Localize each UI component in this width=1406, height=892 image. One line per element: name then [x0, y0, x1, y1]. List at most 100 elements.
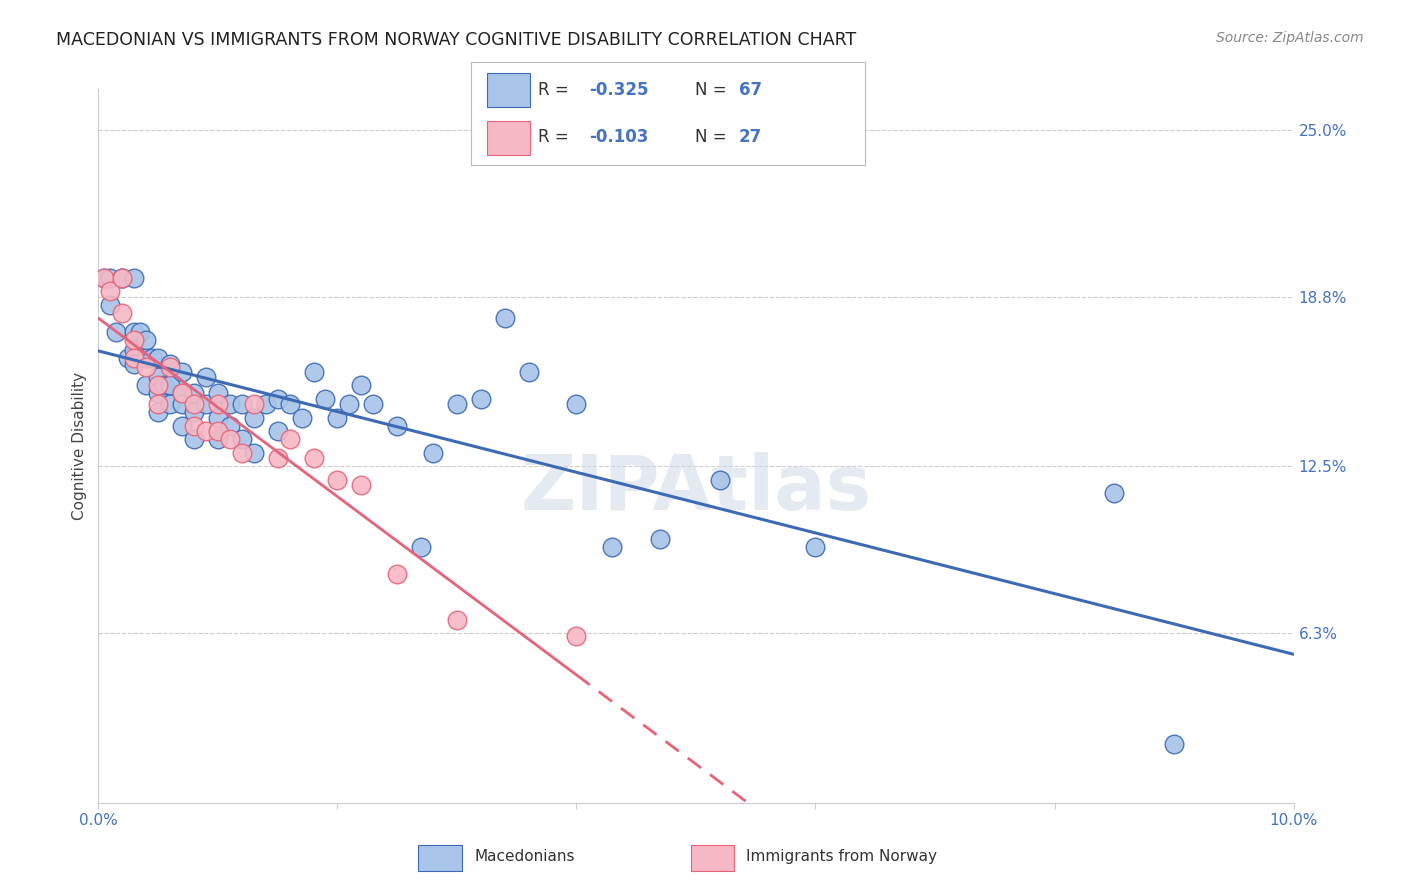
- Point: [231, 446, 253, 460]
- Point: [219, 418, 242, 433]
- Text: -0.325: -0.325: [589, 80, 648, 99]
- Text: ZIPAtlas: ZIPAtlas: [520, 452, 872, 525]
- Point: [231, 397, 253, 411]
- Point: [159, 357, 181, 371]
- Bar: [690, 845, 734, 871]
- Point: [207, 410, 229, 425]
- Bar: [486, 73, 530, 106]
- Point: [195, 397, 218, 411]
- Bar: [486, 121, 530, 155]
- Point: [148, 405, 170, 419]
- Point: [207, 386, 229, 401]
- Point: [124, 270, 146, 285]
- Point: [135, 378, 157, 392]
- Point: [183, 432, 205, 446]
- Point: [219, 432, 242, 446]
- Point: [93, 270, 115, 285]
- Point: [350, 478, 373, 492]
- Point: [100, 298, 122, 312]
- Point: [385, 418, 409, 433]
- Point: [135, 359, 157, 374]
- Point: [1104, 486, 1126, 500]
- Point: [219, 397, 242, 411]
- Point: [385, 566, 409, 581]
- Point: [124, 351, 146, 366]
- Point: [302, 451, 325, 466]
- Point: [111, 270, 134, 285]
- Point: [153, 378, 176, 392]
- Point: [183, 386, 205, 401]
- Point: [135, 333, 157, 347]
- Point: [124, 343, 146, 358]
- Point: [339, 397, 360, 411]
- Point: [124, 333, 146, 347]
- Point: [207, 424, 229, 438]
- Point: [326, 473, 349, 487]
- Point: [183, 418, 205, 433]
- Point: [470, 392, 492, 406]
- Point: [100, 270, 122, 285]
- Text: Source: ZipAtlas.com: Source: ZipAtlas.com: [1216, 31, 1364, 45]
- Point: [111, 306, 134, 320]
- Point: [195, 370, 218, 384]
- Point: [243, 397, 266, 411]
- Y-axis label: Cognitive Disability: Cognitive Disability: [72, 372, 87, 520]
- Point: [135, 351, 157, 366]
- Point: [267, 392, 290, 406]
- Point: [183, 405, 205, 419]
- Point: [207, 432, 229, 446]
- Point: [100, 284, 122, 298]
- Point: [195, 424, 218, 438]
- Point: [411, 540, 433, 554]
- Point: [159, 397, 181, 411]
- Point: [148, 378, 170, 392]
- Point: [172, 365, 194, 379]
- Point: [129, 325, 152, 339]
- Point: [124, 325, 146, 339]
- Point: [243, 446, 266, 460]
- Point: [650, 532, 672, 546]
- Point: [278, 432, 301, 446]
- Point: [148, 397, 170, 411]
- Text: -0.103: -0.103: [589, 128, 648, 146]
- Point: [302, 365, 325, 379]
- Point: [565, 397, 588, 411]
- Point: [709, 473, 731, 487]
- Point: [159, 378, 181, 392]
- Point: [141, 351, 163, 366]
- Point: [105, 325, 128, 339]
- Text: N =: N =: [696, 128, 733, 146]
- Point: [804, 540, 827, 554]
- Point: [172, 386, 194, 401]
- Point: [148, 370, 170, 384]
- Text: 27: 27: [738, 128, 762, 146]
- Text: Macedonians: Macedonians: [474, 849, 575, 864]
- Bar: [419, 845, 461, 871]
- Point: [231, 432, 253, 446]
- Point: [93, 270, 115, 285]
- Text: R =: R =: [538, 128, 574, 146]
- Point: [243, 410, 266, 425]
- Text: 67: 67: [738, 80, 762, 99]
- Point: [278, 397, 301, 411]
- Point: [254, 397, 277, 411]
- Point: [172, 386, 194, 401]
- Text: Immigrants from Norway: Immigrants from Norway: [747, 849, 938, 864]
- Point: [517, 365, 540, 379]
- Point: [446, 613, 468, 627]
- Point: [124, 357, 146, 371]
- Point: [602, 540, 624, 554]
- Point: [267, 424, 290, 438]
- Point: [117, 351, 139, 366]
- Point: [111, 270, 134, 285]
- Point: [350, 378, 373, 392]
- Point: [159, 359, 181, 374]
- Point: [207, 397, 229, 411]
- Point: [148, 386, 170, 401]
- Point: [565, 629, 588, 643]
- Point: [172, 418, 194, 433]
- Point: [446, 397, 468, 411]
- Text: MACEDONIAN VS IMMIGRANTS FROM NORWAY COGNITIVE DISABILITY CORRELATION CHART: MACEDONIAN VS IMMIGRANTS FROM NORWAY COG…: [56, 31, 856, 49]
- Point: [148, 351, 170, 366]
- Point: [183, 397, 205, 411]
